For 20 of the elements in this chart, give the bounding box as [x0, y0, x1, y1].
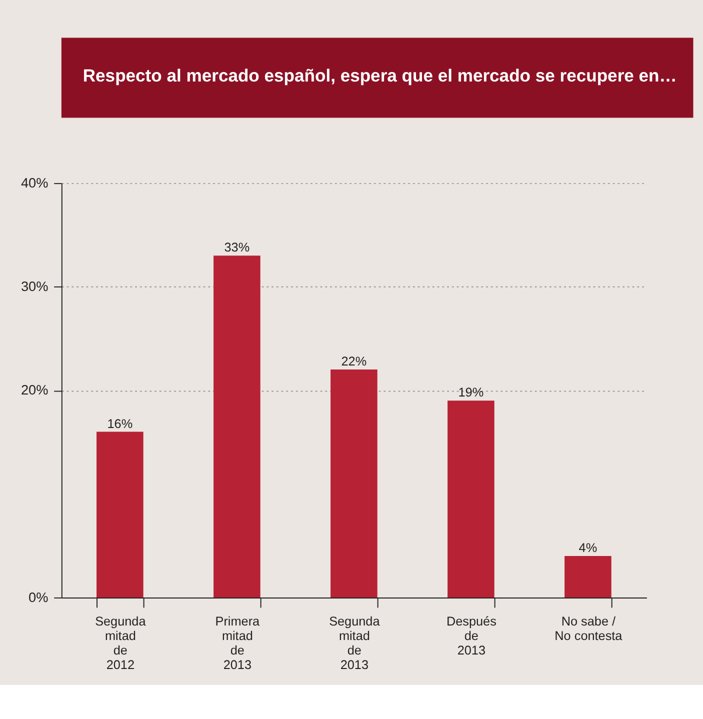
data-label: 19% — [458, 386, 484, 400]
x-tick-label: No sabe / No contesta — [554, 614, 624, 643]
y-tick-label: 40% — [20, 175, 48, 190]
bar — [448, 400, 494, 598]
x-tick-label: Primera mitad de 2013 — [215, 614, 261, 672]
chart-title: Respecto al mercado español, espera que el mercado se recupere en… — [82, 66, 677, 86]
bar — [330, 370, 378, 598]
data-label: 33% — [224, 240, 250, 255]
data-label: 22% — [341, 354, 367, 369]
y-tick-label: 20% — [20, 382, 48, 398]
bar — [564, 556, 612, 598]
bar — [214, 256, 260, 598]
x-tick-label: Segunda mitad de 2012 — [95, 614, 147, 672]
x-tick-label: Después de 2013 — [446, 614, 496, 658]
bar — [96, 432, 144, 598]
y-tick-label: 0% — [28, 590, 48, 605]
x-tick-label: Segunda mitad de 2013 — [329, 614, 381, 672]
data-label: 16% — [107, 416, 133, 431]
data-label: 4% — [578, 541, 598, 556]
y-tick-label: 30% — [20, 279, 48, 294]
